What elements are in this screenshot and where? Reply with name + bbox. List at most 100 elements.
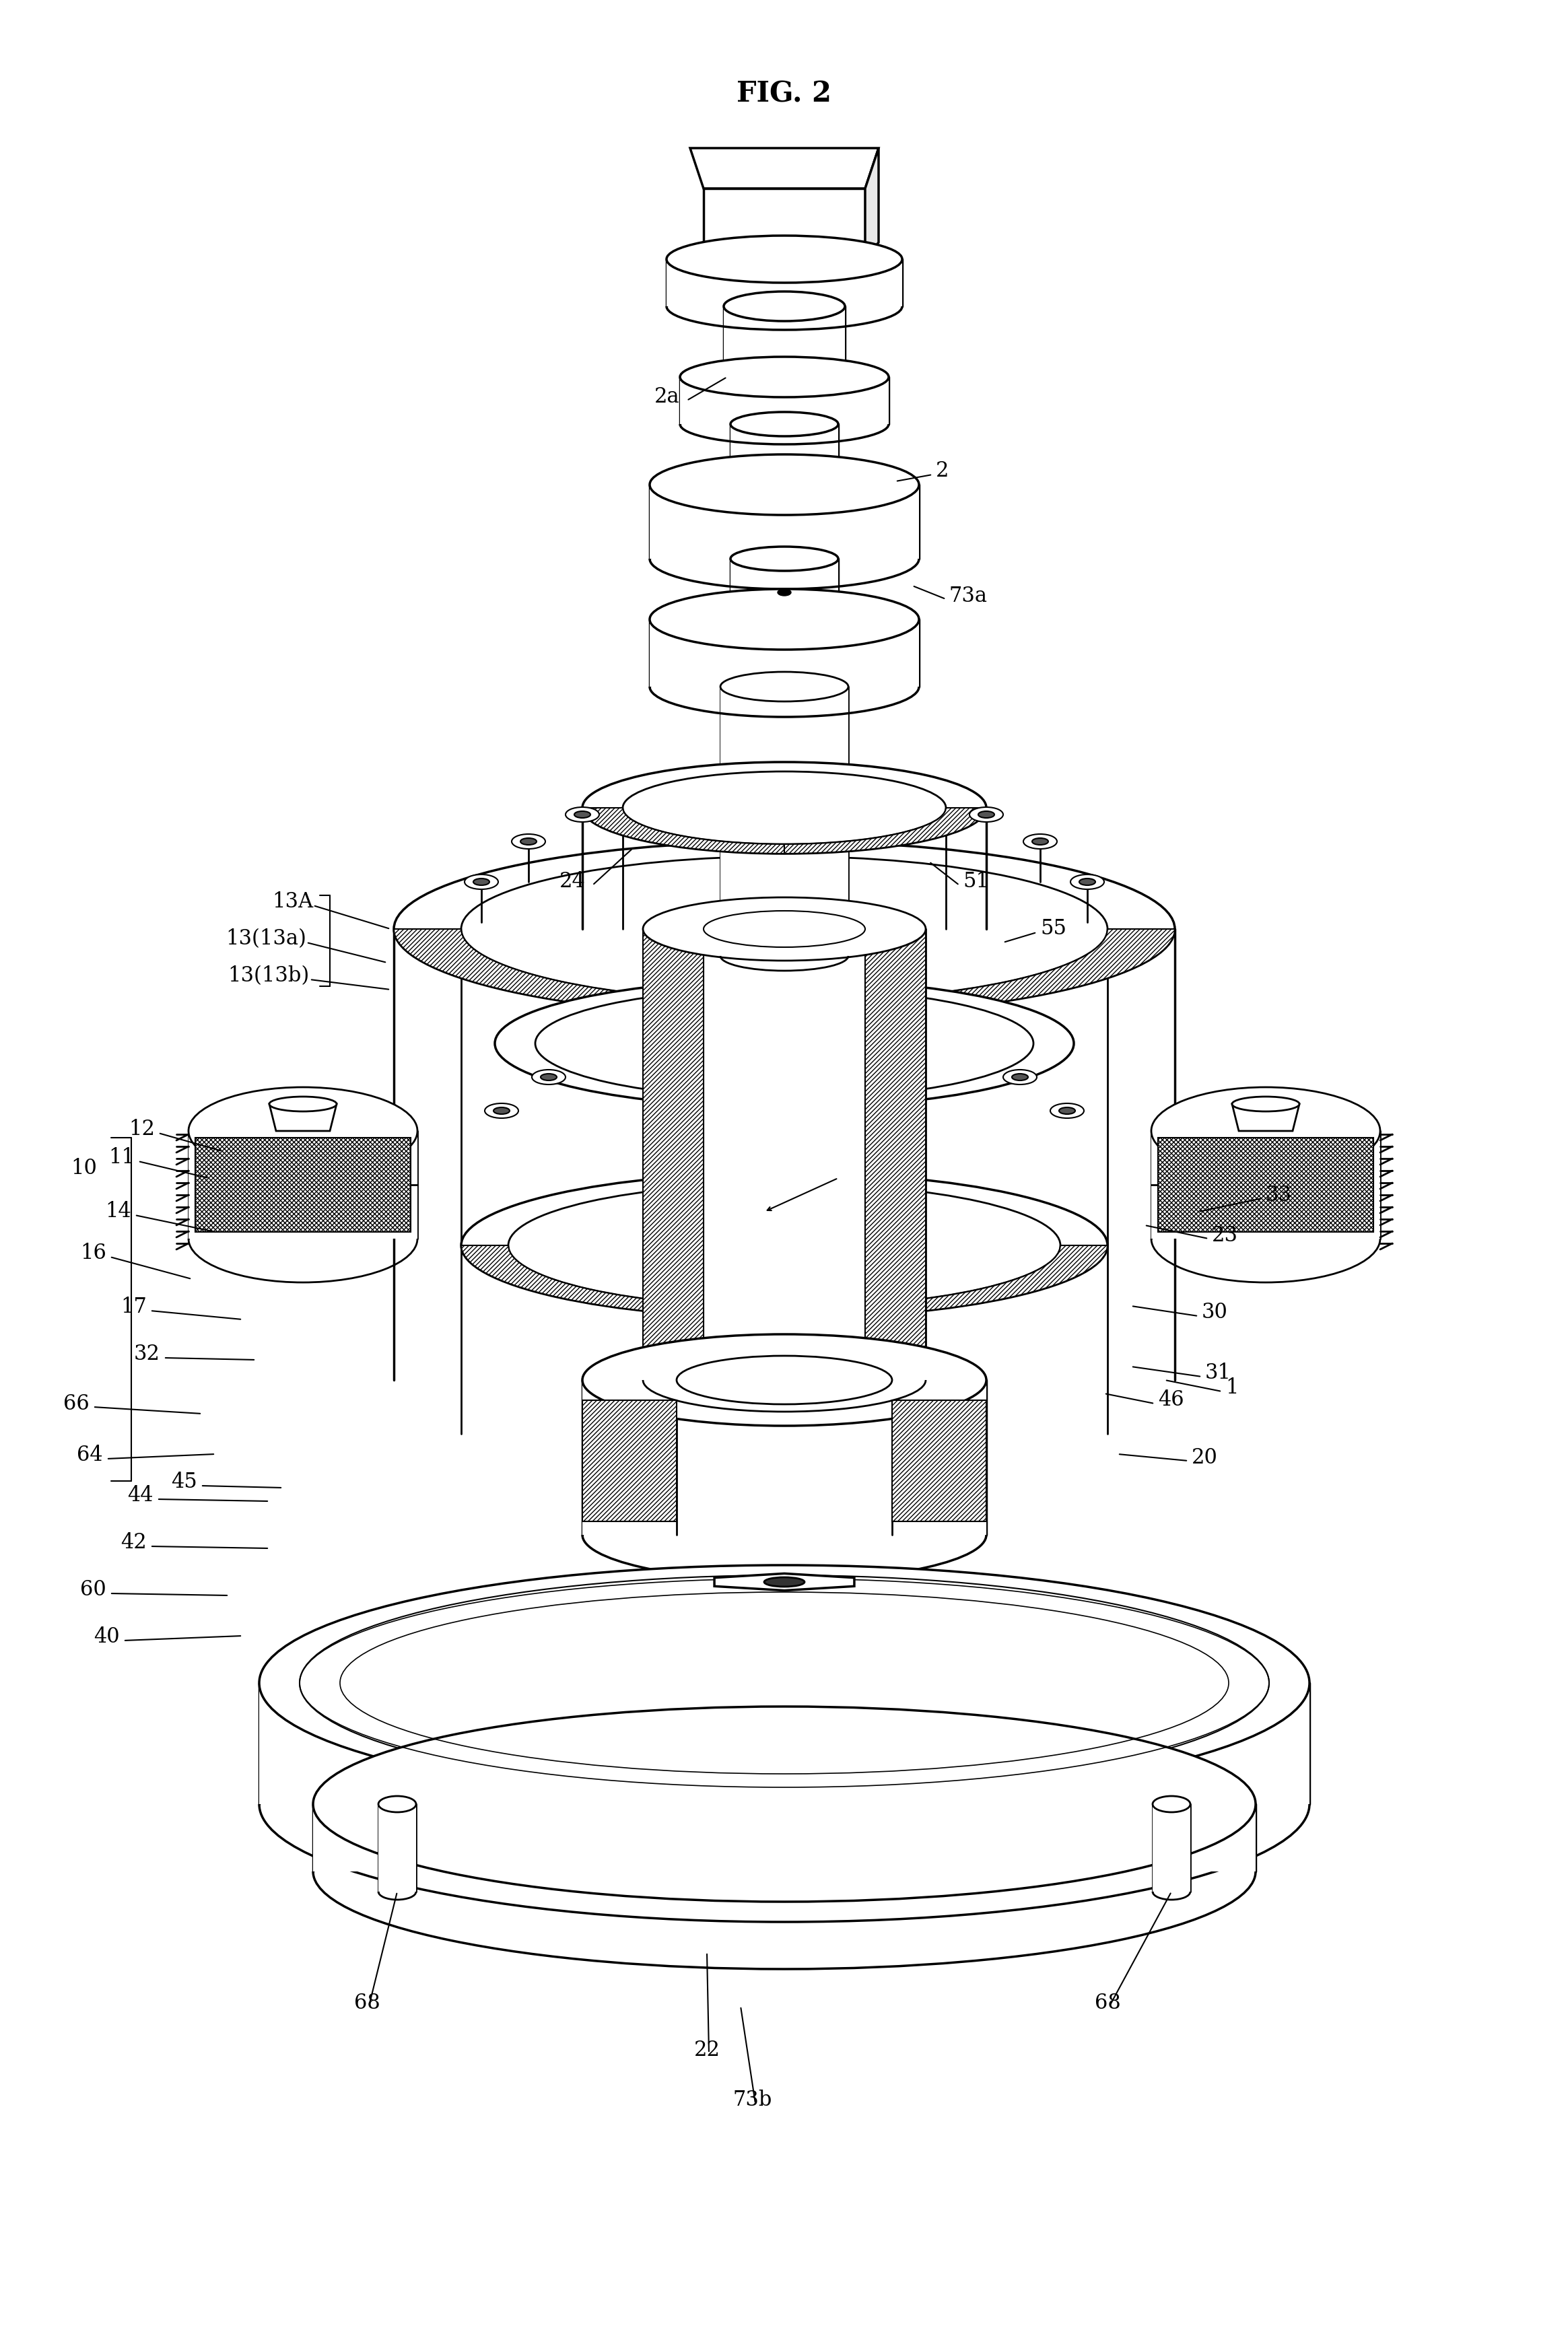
- Ellipse shape: [666, 237, 902, 283]
- Text: 17: 17: [121, 1297, 147, 1319]
- Polygon shape: [1159, 1138, 1374, 1232]
- Ellipse shape: [764, 1576, 804, 1586]
- Ellipse shape: [485, 1103, 519, 1117]
- Polygon shape: [1232, 1103, 1300, 1131]
- Polygon shape: [196, 1138, 411, 1232]
- Polygon shape: [582, 1401, 677, 1522]
- Polygon shape: [892, 1401, 986, 1522]
- Text: 45: 45: [171, 1471, 198, 1492]
- Ellipse shape: [731, 546, 839, 571]
- Text: 2: 2: [936, 461, 949, 482]
- Ellipse shape: [704, 911, 866, 946]
- Ellipse shape: [1004, 1070, 1036, 1084]
- Text: 13A: 13A: [271, 892, 314, 913]
- Ellipse shape: [582, 1335, 986, 1426]
- Text: 20: 20: [1192, 1447, 1218, 1468]
- Polygon shape: [643, 930, 704, 1379]
- Polygon shape: [643, 930, 925, 1379]
- Ellipse shape: [1152, 1796, 1190, 1813]
- Ellipse shape: [494, 1108, 510, 1115]
- Ellipse shape: [511, 834, 546, 848]
- Ellipse shape: [394, 841, 1174, 1016]
- Ellipse shape: [643, 897, 925, 960]
- Text: FIG. 2: FIG. 2: [737, 80, 831, 108]
- Text: 46: 46: [1159, 1389, 1184, 1410]
- Text: 23: 23: [1212, 1225, 1239, 1246]
- Text: 24: 24: [560, 871, 586, 892]
- Ellipse shape: [1071, 874, 1104, 890]
- Polygon shape: [378, 1803, 416, 1892]
- Text: 12: 12: [129, 1119, 155, 1141]
- Text: 32: 32: [133, 1344, 160, 1365]
- Polygon shape: [715, 1574, 855, 1590]
- Text: 13(13b): 13(13b): [227, 965, 310, 986]
- Polygon shape: [704, 187, 866, 260]
- Ellipse shape: [521, 838, 536, 845]
- Text: 1: 1: [1225, 1377, 1239, 1398]
- Ellipse shape: [677, 1356, 892, 1405]
- Text: 68: 68: [1094, 1993, 1121, 2014]
- Polygon shape: [681, 377, 889, 424]
- Ellipse shape: [1151, 1087, 1380, 1176]
- Ellipse shape: [464, 874, 499, 890]
- Ellipse shape: [270, 1096, 337, 1112]
- Polygon shape: [784, 808, 986, 852]
- Ellipse shape: [574, 810, 591, 817]
- Ellipse shape: [1024, 834, 1057, 848]
- Text: 14: 14: [105, 1201, 132, 1223]
- Polygon shape: [731, 560, 839, 618]
- Ellipse shape: [649, 590, 919, 649]
- Polygon shape: [724, 307, 845, 377]
- Ellipse shape: [259, 1564, 1309, 1801]
- Polygon shape: [731, 424, 839, 485]
- Polygon shape: [690, 148, 878, 187]
- Ellipse shape: [508, 1183, 1060, 1307]
- Ellipse shape: [314, 1707, 1256, 1902]
- Polygon shape: [866, 930, 925, 1379]
- Polygon shape: [1152, 1803, 1190, 1892]
- Text: 73b: 73b: [734, 2089, 773, 2110]
- Polygon shape: [582, 808, 784, 852]
- Text: 31: 31: [1206, 1363, 1231, 1384]
- Polygon shape: [394, 930, 734, 1016]
- Text: 64: 64: [77, 1445, 103, 1466]
- Text: 68: 68: [354, 1993, 379, 2014]
- Text: 44: 44: [127, 1485, 154, 1506]
- Polygon shape: [314, 1803, 1256, 1871]
- Polygon shape: [1151, 1131, 1380, 1239]
- Text: 2a: 2a: [655, 386, 681, 408]
- Polygon shape: [259, 1684, 1309, 1803]
- Ellipse shape: [188, 1087, 417, 1176]
- Polygon shape: [461, 1246, 784, 1319]
- Ellipse shape: [566, 808, 599, 822]
- Ellipse shape: [582, 761, 986, 852]
- Ellipse shape: [720, 672, 848, 703]
- Polygon shape: [784, 1246, 1107, 1319]
- Polygon shape: [270, 1103, 337, 1131]
- Polygon shape: [649, 485, 919, 560]
- Text: 30: 30: [1201, 1302, 1228, 1323]
- Text: 60: 60: [80, 1579, 107, 1600]
- Text: 16: 16: [80, 1244, 107, 1265]
- Text: 55: 55: [1040, 918, 1066, 939]
- Text: 11: 11: [108, 1148, 135, 1169]
- Ellipse shape: [724, 290, 845, 321]
- Polygon shape: [720, 686, 848, 956]
- Ellipse shape: [649, 454, 919, 515]
- Ellipse shape: [622, 771, 946, 843]
- Ellipse shape: [778, 590, 792, 595]
- Text: 42: 42: [121, 1532, 147, 1553]
- Text: 40: 40: [94, 1628, 119, 1649]
- Text: 66: 66: [63, 1393, 89, 1415]
- Text: 51: 51: [963, 871, 989, 892]
- Polygon shape: [666, 260, 902, 307]
- Ellipse shape: [532, 1070, 566, 1084]
- Text: 22: 22: [693, 2040, 720, 2061]
- Polygon shape: [582, 1379, 986, 1534]
- Polygon shape: [188, 1131, 417, 1239]
- Ellipse shape: [1079, 878, 1096, 885]
- Ellipse shape: [541, 1073, 557, 1080]
- Ellipse shape: [1032, 838, 1049, 845]
- Ellipse shape: [1232, 1096, 1300, 1112]
- Polygon shape: [834, 930, 1174, 1016]
